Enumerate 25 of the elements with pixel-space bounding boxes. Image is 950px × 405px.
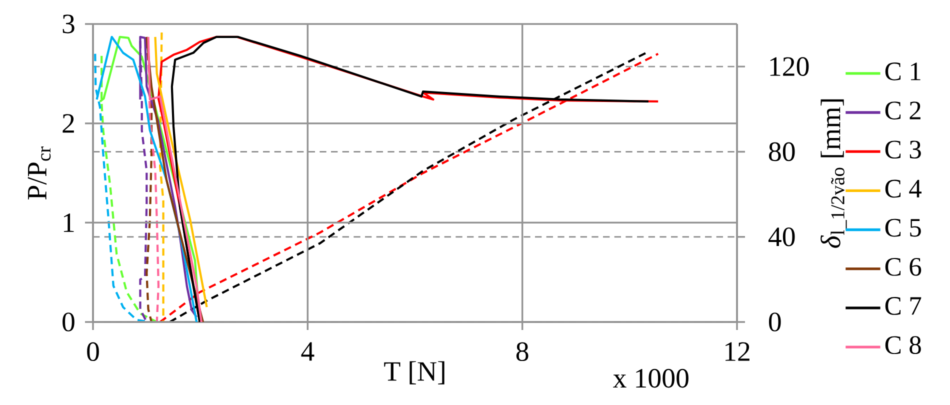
- line-series: [139, 36, 198, 318]
- y2-tick-label: 80: [768, 142, 795, 162]
- legend-label: C 1: [885, 62, 920, 80]
- legend-label: C 3: [885, 140, 921, 159]
- y2-tick-label: 40: [768, 227, 795, 246]
- x-axis-title: T [N]: [384, 361, 444, 384]
- text: x 1000: [613, 368, 688, 388]
- legend-label: C 8: [885, 336, 921, 354]
- legend-label: C 5: [885, 218, 921, 237]
- y-tick-label: 0: [62, 312, 74, 332]
- x-tick-label: 4: [301, 342, 314, 361]
- x-tick-label: 0: [87, 342, 99, 362]
- x-tick-label: 8: [516, 342, 528, 362]
- legend-label: C 6: [885, 258, 922, 276]
- x-tick-label: 12: [726, 342, 750, 361]
- y2-tick-label: 0: [768, 312, 781, 332]
- legend-label: C 4: [885, 180, 922, 198]
- legend-label: C 7: [885, 297, 922, 315]
- y2-axis-title: δ$_{l_1/2vão}$ [mm]: [820, 99, 847, 248]
- legend-label: C 2: [885, 102, 920, 120]
- y-tick-label: 1: [64, 213, 74, 232]
- y-axis-title: P/P$_{cr}$: [28, 146, 51, 200]
- y-tick-label: 2: [62, 114, 74, 133]
- y2-tick-label: 120: [770, 57, 809, 76]
- y-tick-label: 3: [62, 14, 74, 34]
